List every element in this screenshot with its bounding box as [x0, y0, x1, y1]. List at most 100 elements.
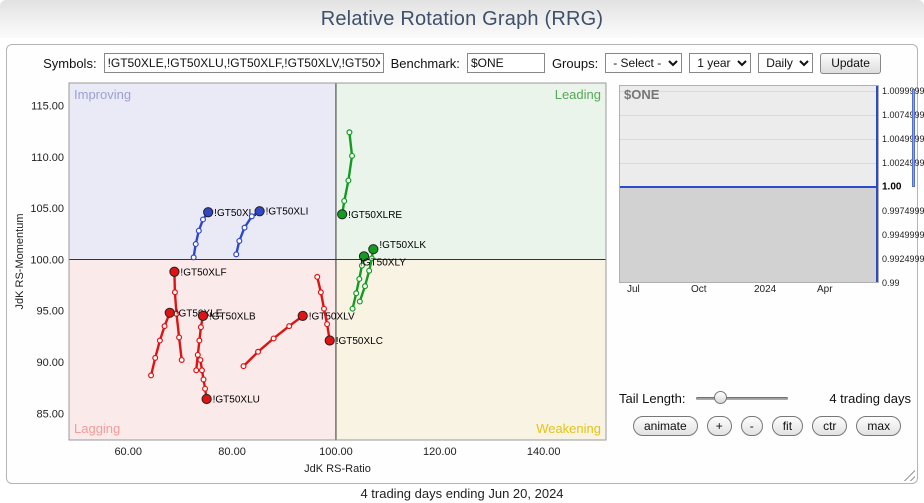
period-select[interactable]: 1 year [689, 53, 752, 73]
tail-point [353, 290, 360, 297]
y-tick-label: 90.00 [36, 357, 64, 369]
tail-point [349, 152, 356, 159]
tail-point [200, 376, 207, 383]
series-label: !GT50XLC [336, 336, 383, 347]
groups-label: Groups: [551, 55, 599, 71]
symbols-label: Symbols: [43, 55, 97, 71]
series-dot-!GT50XLY[interactable] [358, 251, 370, 262]
tail-length-slider[interactable] [695, 390, 788, 406]
benchmark-y-tick-label: 1.0024999 [882, 158, 924, 168]
tail-point [248, 213, 255, 220]
series-!GT50XLU[interactable]: !GT50XLU [197, 356, 260, 406]
center-button[interactable]: ctr [812, 416, 848, 436]
bench-gridline [620, 115, 878, 116]
series-!GT50XLP[interactable]: !GT50XLP [190, 207, 261, 261]
zoom-in-button[interactable]: + [706, 416, 732, 436]
tail-length-control: Tail Length: 4 trading days [619, 390, 913, 406]
tail-point [255, 348, 262, 355]
series-dot-!GT50XLK[interactable] [368, 244, 379, 255]
benchmark-y-tick-label: 1.0099999 [882, 86, 924, 96]
tail-point [368, 255, 375, 262]
series-dot-!GT50XLRE[interactable] [337, 209, 348, 220]
y-tick-label: 100.00 [30, 254, 64, 266]
benchmark-y-tick-label: 1.0074999 [882, 110, 924, 120]
series-label: !GT50XLK [379, 240, 426, 251]
series-dot-!GT50XLI[interactable] [254, 206, 265, 217]
series-dot-!GT50XLP[interactable] [203, 207, 214, 218]
page-header: Relative Rotation Graph (RRG) [0, 0, 924, 38]
tail-point [171, 289, 178, 296]
series-!GT50XLF[interactable]: !GT50XLF [169, 266, 227, 363]
benchmark-y-tick-label: 0.9924999 [882, 254, 924, 264]
y-tick-label: 115.00 [31, 101, 64, 113]
tail-point [358, 262, 365, 269]
tail-point [236, 237, 243, 244]
series-dot-!GT50XLB[interactable] [197, 310, 209, 321]
y-tick-label: 110.00 [31, 152, 64, 164]
tail-point [346, 129, 353, 136]
tail-point [156, 337, 163, 344]
benchmark-x-tick-label: Oct [691, 284, 707, 295]
tail-point [317, 289, 324, 296]
x-tick-label: 80.00 [218, 446, 246, 458]
update-button[interactable]: Update [820, 52, 881, 74]
fit-button[interactable]: fit [771, 416, 804, 436]
animate-button[interactable]: animate [633, 416, 698, 436]
benchmark-y-tick-label: 0.9949999 [882, 230, 924, 240]
rrg-plot[interactable]: Improving Leading Lagging Weakening 60.00 80.… [11, 77, 615, 477]
series-!GT50XLI[interactable]: !GT50XLI [233, 206, 309, 258]
series-label: !GT50XLF [180, 267, 226, 278]
zoom-out-button[interactable]: - [740, 416, 763, 436]
series-dot-!GT50XLC[interactable] [324, 335, 335, 346]
series-dot-!GT50XLE[interactable] [164, 307, 175, 318]
series-dot-!GT50XLU[interactable] [201, 393, 212, 405]
tail-point [202, 385, 209, 392]
x-tick-label: 120.00 [423, 446, 457, 458]
groups-select[interactable]: - Select - [605, 53, 683, 73]
series-!GT50XLV[interactable]: !GT50XLV [240, 310, 355, 370]
series-label: !GT50XLY [360, 257, 406, 268]
benchmark-chart[interactable]: $ONE [619, 85, 879, 283]
tail-length-label: Tail Length: [619, 390, 686, 406]
benchmark-chart-row: $ONE 1.0099999 1.0074999 1.0049999 1.002499… [619, 85, 924, 288]
bench-gridline [620, 91, 878, 92]
rrg-chart: Improving Leading Lagging Weakening 60.00 80.… [11, 77, 615, 477]
tail-point [240, 363, 247, 370]
slider-thumb[interactable] [713, 391, 727, 404]
tail-point [161, 323, 168, 330]
frequency-select[interactable]: Daily [758, 53, 814, 73]
bench-gridline [620, 163, 878, 164]
series-label: !GT50XLP [214, 208, 261, 219]
series-!GT50XLY[interactable]: !GT50XLY [349, 251, 406, 312]
y-axis-title: JdK RS-Momentum [14, 214, 26, 310]
series-!GT50XLK[interactable]: !GT50XLK [356, 240, 426, 305]
series-dot-!GT50XLF[interactable] [169, 266, 180, 277]
benchmark-label: Benchmark: [390, 55, 460, 71]
tail-length-value: 4 trading days [829, 390, 911, 406]
page-title: Relative Rotation Graph (RRG) [320, 7, 604, 30]
tail-point [195, 227, 202, 234]
max-button[interactable]: max [856, 416, 902, 436]
tail-point [320, 305, 327, 312]
tail-point [190, 254, 197, 261]
series-!GT50XLC[interactable]: !GT50XLC [314, 273, 383, 347]
benchmark-y-tick-label: 1.00 [882, 181, 902, 193]
symbols-input[interactable] [103, 53, 384, 73]
tail-point [286, 323, 293, 330]
series-!GT50XLB[interactable]: !GT50XLB [193, 310, 256, 374]
bench-gridline [620, 139, 878, 140]
tail-point [349, 305, 356, 312]
controls-bar: Symbols: Benchmark: Groups: - Select - 1… [11, 51, 913, 75]
benchmark-x-tick-label: 2024 [754, 284, 777, 295]
benchmark-input[interactable] [466, 53, 545, 73]
x-tick-label: 100.00 [319, 446, 353, 458]
tail-point [270, 335, 277, 342]
quadrant-label-lagging: Lagging [74, 421, 120, 436]
series-dot-!GT50XLV[interactable] [297, 310, 308, 321]
benchmark-panel: $ONE 1.0099999 1.0074999 1.0049999 1.002499… [619, 77, 924, 477]
axis-range-bar[interactable] [912, 89, 915, 187]
tail-point [148, 372, 155, 379]
tail-point [198, 367, 205, 374]
action-buttons: animate + - fit ctr max [633, 416, 913, 436]
series-!GT50XLRE[interactable]: !GT50XLRE [337, 129, 403, 221]
